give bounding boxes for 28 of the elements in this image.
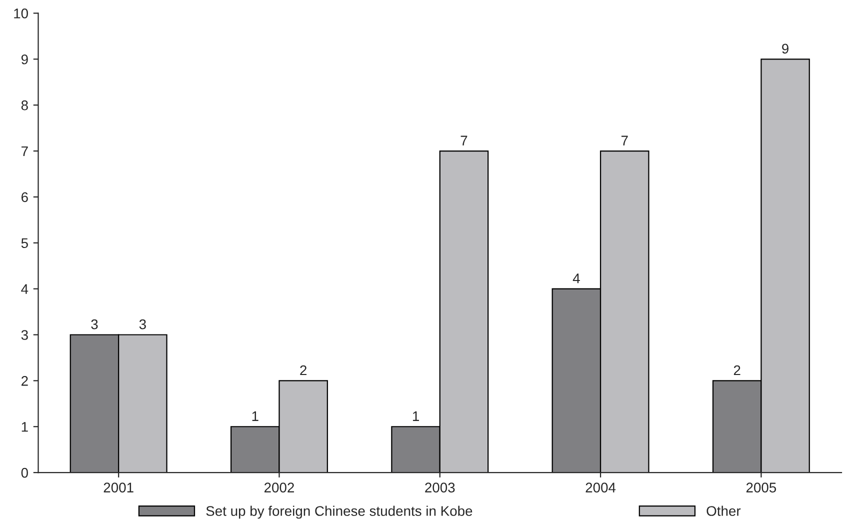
x-tick-label: 2004: [586, 482, 616, 492]
y-tick-label: 0: [21, 468, 28, 478]
y-tick-label: 6: [22, 192, 28, 202]
y-tick-label: 1: [22, 422, 28, 432]
data-label: 7: [621, 136, 628, 146]
data-label: 9: [782, 44, 788, 54]
y-tick-label: 5: [21, 238, 28, 248]
data-label: 3: [91, 319, 98, 330]
x-tick-label: 2003: [425, 482, 455, 492]
data-label: 1: [252, 411, 258, 421]
legend-label: Other: [706, 506, 741, 516]
y-tick-label: 3: [21, 330, 28, 340]
data-label: 2: [734, 365, 740, 376]
data-label: 2: [300, 365, 306, 376]
y-tick-label: 2: [22, 376, 28, 386]
y-tick-label: 9: [21, 54, 28, 64]
data-label: 4: [572, 274, 580, 284]
data-label: 3: [139, 319, 146, 330]
data-label: 1: [412, 411, 419, 421]
y-tick-label: 8: [21, 100, 28, 110]
data-label: 7: [460, 136, 468, 146]
legend-label: Set up by foreign Chinese students in Kobe: [206, 506, 472, 519]
x-tick-label: 2001: [104, 482, 134, 492]
x-tick-label: 2005: [746, 482, 776, 492]
y-tick-label: 7: [22, 146, 28, 156]
y-tick-label: 10: [14, 8, 28, 18]
y-tick-label: 4: [21, 284, 28, 294]
x-tick-label: 2002: [264, 482, 294, 492]
